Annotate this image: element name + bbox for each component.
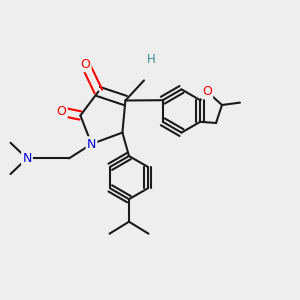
Text: O: O bbox=[81, 58, 90, 71]
Text: O: O bbox=[57, 105, 66, 118]
Text: O: O bbox=[202, 85, 212, 98]
Text: N: N bbox=[22, 152, 32, 165]
Text: H: H bbox=[147, 52, 156, 66]
Text: N: N bbox=[87, 137, 96, 151]
